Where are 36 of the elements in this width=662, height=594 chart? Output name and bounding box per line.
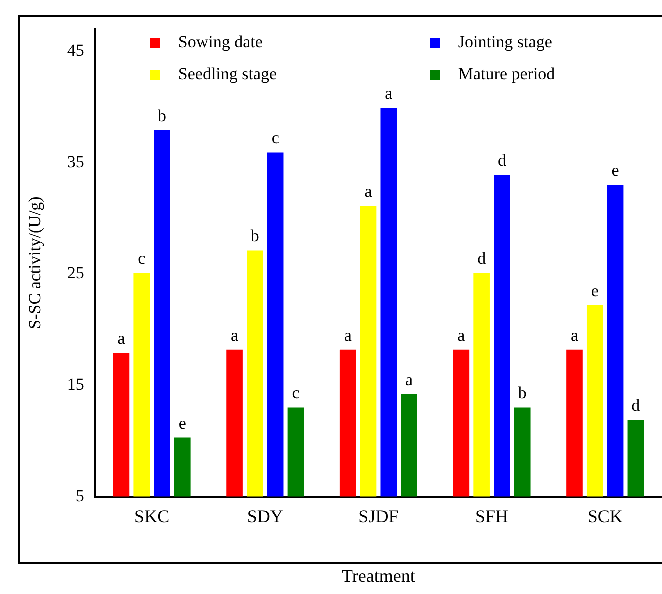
data-label: a [406,370,414,390]
y-tick-label: 25 [67,264,84,283]
data-label: d [632,396,641,415]
x-tick-label: SFH [476,506,509,526]
data-label: e [178,414,186,433]
legend-label: Mature period [458,64,556,84]
y-axis-title: S-SC activity/(U/g) [26,196,45,330]
data-label: a [385,84,394,104]
x-axis-title: Treatment [342,566,416,586]
data-label: d [478,248,487,268]
data-label: b [250,226,260,246]
data-label: a [231,326,240,345]
y-tick-label: 35 [67,152,84,172]
x-tick-label: SKC [134,506,170,526]
data-label: a [364,182,373,202]
x-tick-label: SJDF [358,506,399,526]
data-label: b [158,106,167,126]
y-tick-label: 5 [76,486,84,506]
data-label: a [570,326,579,345]
data-label: a [118,329,126,348]
data-label: c [138,248,146,268]
data-label: e [612,161,620,180]
y-tick-label: 15 [67,374,84,394]
data-label: d [498,151,507,170]
data-label: a [344,326,352,345]
x-tick-label: SCK [588,506,623,526]
data-label: e [591,281,599,300]
legend-label: Seedling stage [178,64,278,84]
data-label: a [458,326,466,345]
data-label: b [518,384,527,403]
x-tick-label: SDY [247,506,284,526]
legend-label: Jointing stage [458,32,552,52]
legend-label: Sowing date [178,32,263,52]
data-label: c [272,128,280,148]
data-label: c [292,384,300,403]
y-tick-label: 45 [67,40,84,60]
